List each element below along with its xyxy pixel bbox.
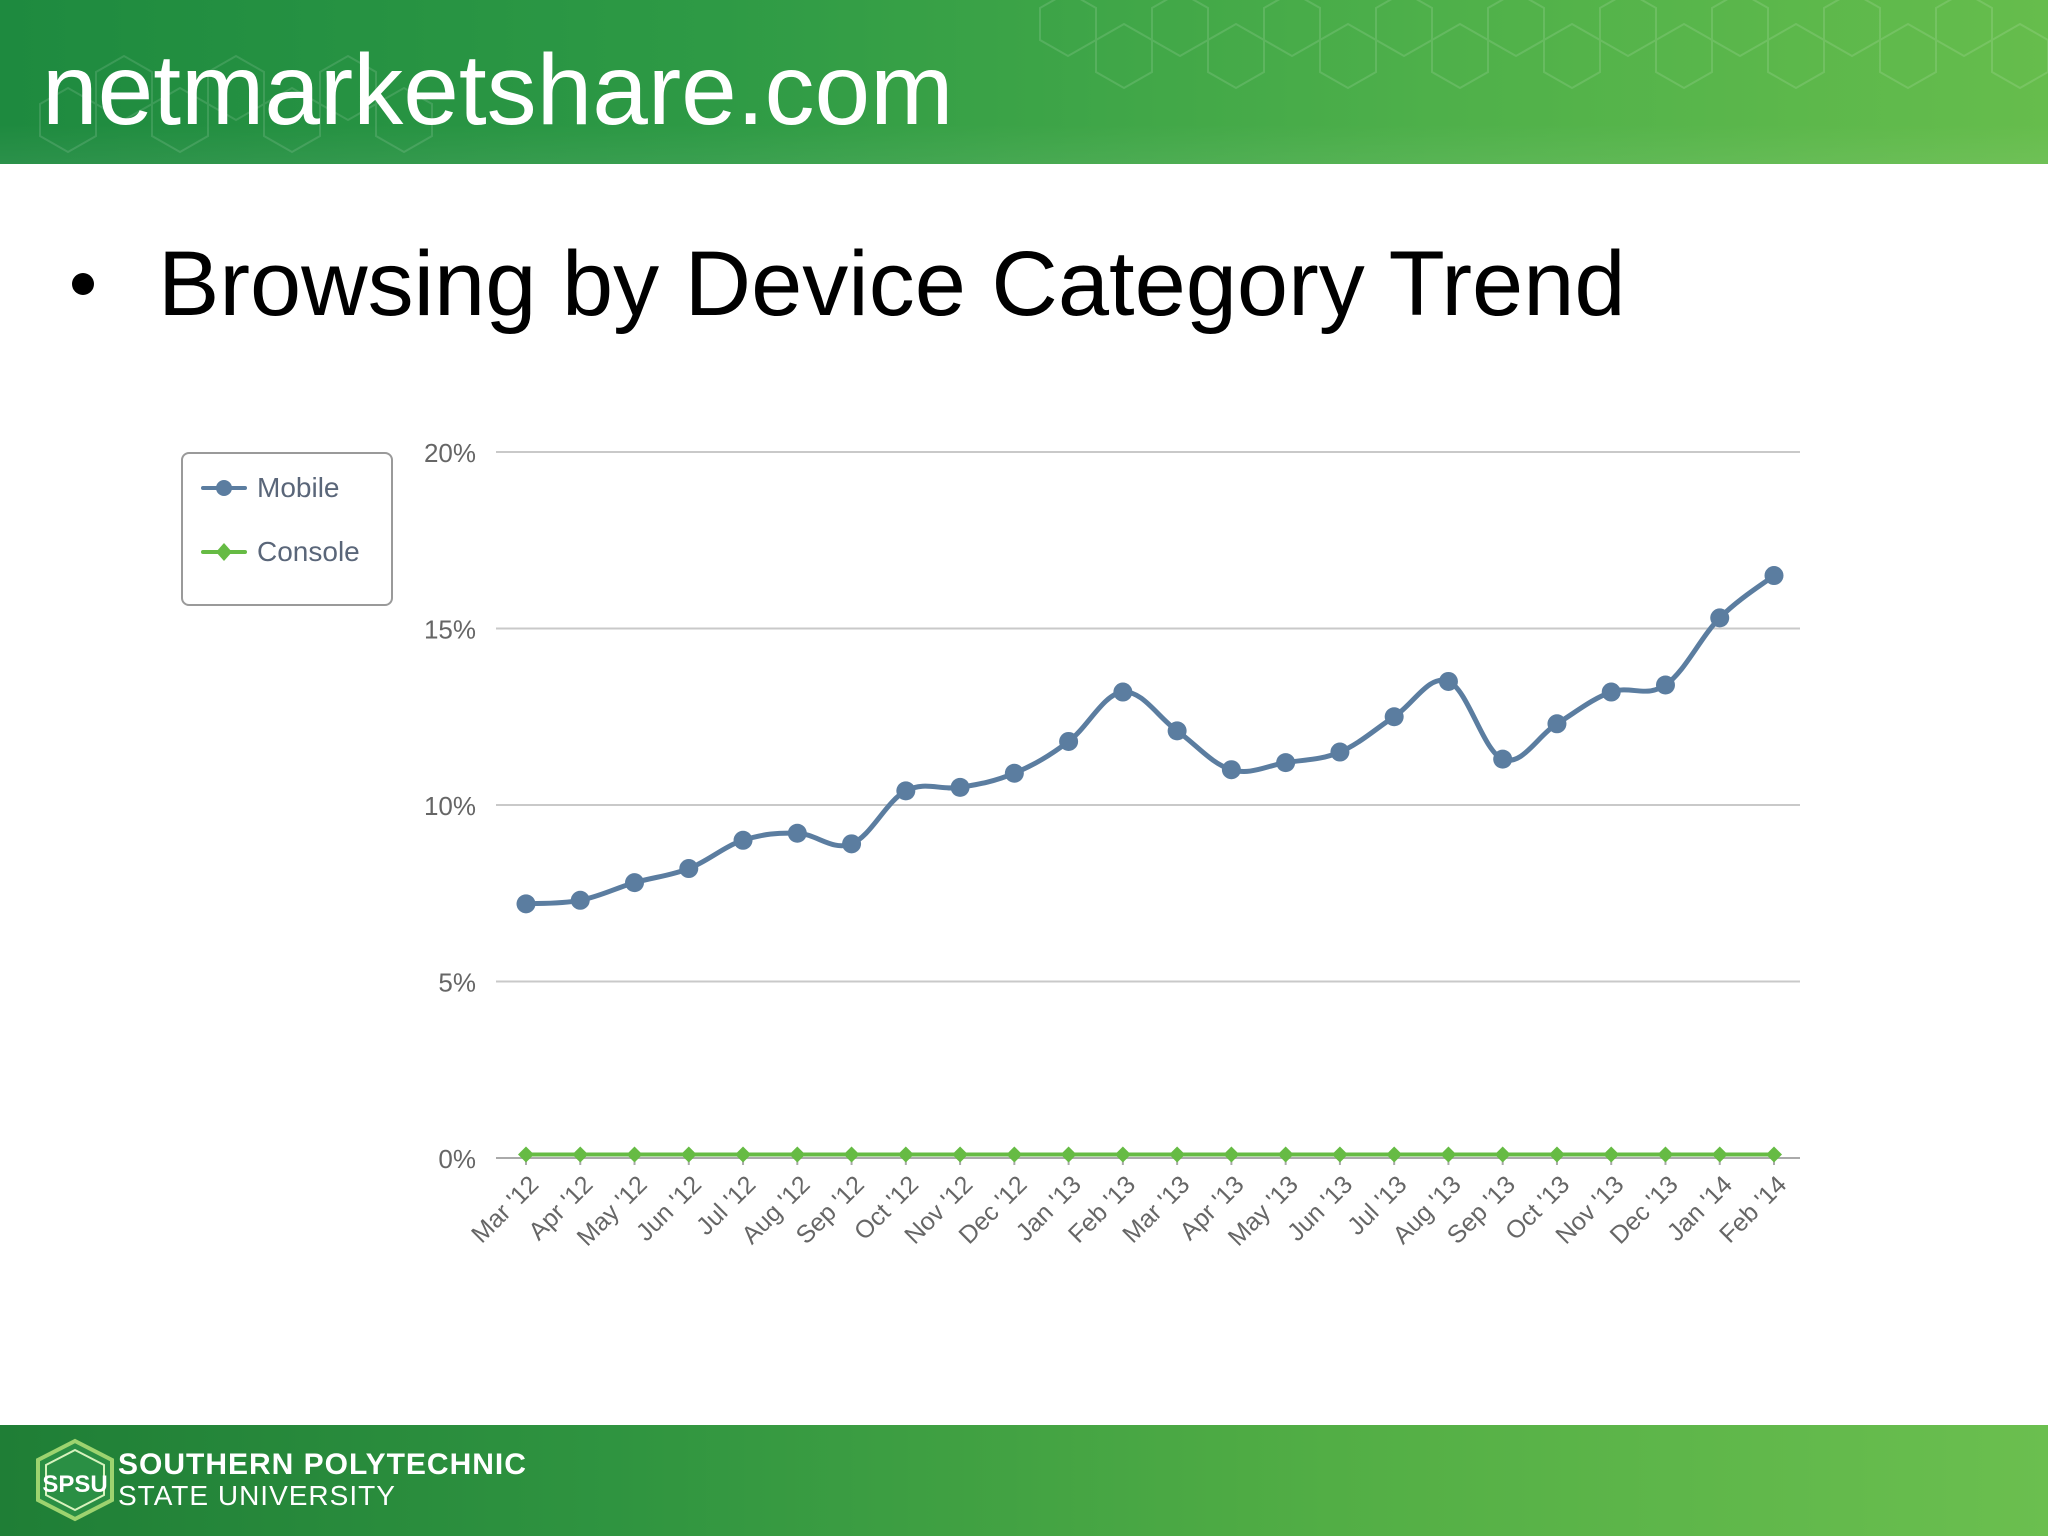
mobile-data-point <box>1330 742 1350 762</box>
bullet-dot <box>72 273 94 295</box>
console-data-point <box>1331 1146 1348 1163</box>
mobile-data-point <box>1655 675 1675 695</box>
console-data-point <box>1060 1146 1077 1163</box>
y-tick-label: 20% <box>424 438 476 468</box>
mobile-data-point <box>1167 721 1187 741</box>
mobile-data-point <box>1276 753 1296 773</box>
legend-item-mobile[interactable]: Mobile <box>201 472 339 504</box>
footer-line-1: SOUTHERN POLYTECHNIC <box>118 1448 527 1481</box>
console-data-point <box>735 1146 752 1163</box>
console-data-point <box>952 1146 969 1163</box>
mobile-data-point <box>1493 749 1513 769</box>
bullet-text: Browsing by Device Category Trend <box>158 233 1626 335</box>
mobile-data-point <box>1438 671 1458 691</box>
y-tick-label: 0% <box>438 1144 476 1174</box>
mobile-data-point <box>516 894 536 914</box>
console-data-point <box>1386 1146 1403 1163</box>
spsu-logo: SPSU <box>36 1438 114 1522</box>
console-data-point <box>1169 1146 1186 1163</box>
console-data-point <box>1657 1146 1674 1163</box>
console-data-point <box>572 1146 589 1163</box>
bullet-row: Browsing by Device Category Trend <box>72 238 1626 330</box>
mobile-data-point <box>1601 682 1621 702</box>
mobile-data-point <box>1384 707 1404 727</box>
footer-band: SPSU SOUTHERN POLYTECHNIC STATE UNIVERSI… <box>0 1425 2048 1536</box>
mobile-data-point <box>570 890 590 910</box>
console-data-point <box>1711 1146 1728 1163</box>
legend-label-mobile: Mobile <box>257 472 340 503</box>
mobile-data-point <box>1547 714 1567 734</box>
console-data-point <box>680 1146 697 1163</box>
mobile-data-point <box>1004 763 1024 783</box>
y-tick-label: 10% <box>424 791 476 821</box>
mobile-legend-icon <box>201 480 247 496</box>
console-data-point <box>1277 1146 1294 1163</box>
x-tick-label: Mar '12 <box>466 1170 544 1248</box>
logo-text: SPSU <box>42 1471 107 1498</box>
mobile-series-line <box>523 573 1777 907</box>
mobile-data-point <box>679 859 699 879</box>
y-tick-label: 5% <box>438 968 476 998</box>
legend-item-console[interactable]: Console <box>201 536 360 568</box>
console-data-point <box>626 1146 643 1163</box>
legend-label-console: Console <box>257 536 360 567</box>
mobile-data-point <box>733 830 753 850</box>
mobile-data-point <box>1764 566 1784 586</box>
console-data-point <box>843 1146 860 1163</box>
footer-line-2: STATE UNIVERSITY <box>118 1479 396 1511</box>
mobile-data-point <box>787 823 807 843</box>
console-legend-icon <box>201 543 247 561</box>
mobile-data-point <box>842 834 862 854</box>
mobile-data-point <box>950 777 970 797</box>
mobile-data-point <box>1221 760 1241 780</box>
console-data-point <box>897 1146 914 1163</box>
slide-title: netmarketshare.com <box>42 34 954 146</box>
chart-area: 0% 5% 10% 15% 20% Mar '12 Apr '12 May '12 Jun '1… <box>170 430 1820 1290</box>
legend: Mobile Console <box>181 452 393 606</box>
console-data-point <box>1006 1146 1023 1163</box>
mobile-data-point <box>625 873 645 893</box>
mobile-data-point <box>1113 682 1133 702</box>
console-data-point <box>1603 1146 1620 1163</box>
header-band: netmarketshare.com <box>0 0 2048 164</box>
mobile-data-point <box>896 781 916 801</box>
console-data-point <box>1548 1146 1565 1163</box>
console-data-point <box>1494 1146 1511 1163</box>
console-data-point <box>1114 1146 1131 1163</box>
console-data-point <box>1766 1146 1782 1163</box>
footer-text: SOUTHERN POLYTECHNIC STATE UNIVERSITY <box>118 1449 527 1510</box>
y-tick-label: 15% <box>424 615 476 645</box>
console-data-point <box>789 1146 806 1163</box>
console-data-point <box>1223 1146 1240 1163</box>
console-data-point <box>1440 1146 1457 1163</box>
mobile-data-point <box>1059 731 1079 751</box>
mobile-data-point <box>1710 608 1730 628</box>
console-data-point <box>518 1146 534 1163</box>
